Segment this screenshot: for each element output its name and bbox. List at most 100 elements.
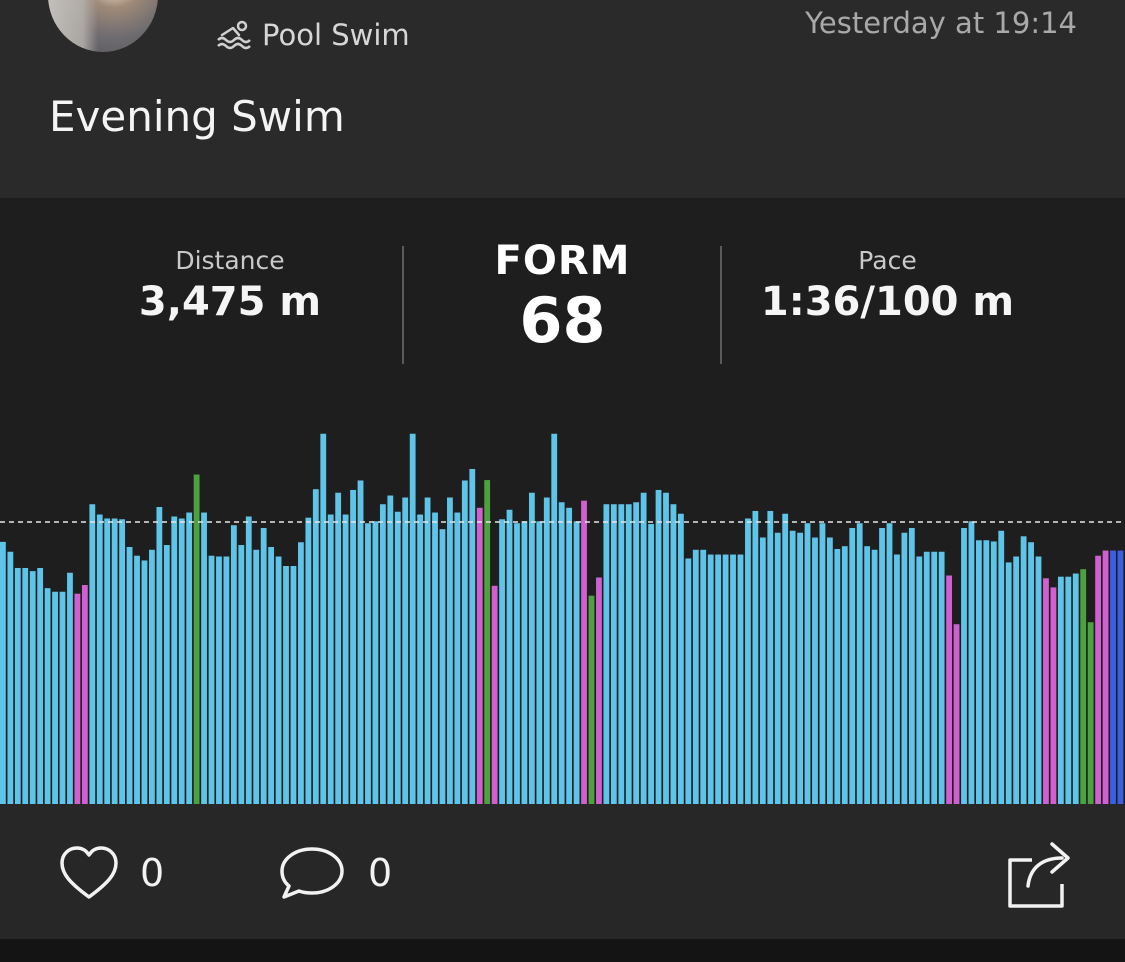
- like-button[interactable]: 0: [58, 844, 164, 902]
- chart-bar: [573, 521, 580, 804]
- chart-bar: [722, 554, 729, 804]
- chart-bar: [938, 551, 945, 804]
- chart-bar: [216, 556, 222, 804]
- activity-timestamp: Yesterday at 19:14: [805, 6, 1077, 40]
- activity-type: Pool Swim: [216, 14, 410, 56]
- chart-bar: [178, 518, 185, 804]
- chart-bar: [126, 547, 133, 804]
- chart-bar: [849, 527, 856, 804]
- chart-bar: [67, 572, 73, 804]
- distance-value: 3,475 m: [138, 279, 322, 325]
- distance-stat: Distance 3,475 m: [130, 246, 330, 325]
- stroke-chart[interactable]: [0, 388, 1125, 804]
- chart-bar: [283, 566, 289, 804]
- chart-bar: [923, 551, 930, 804]
- chart-bar: [812, 537, 818, 804]
- chart-bar: [1065, 576, 1072, 804]
- chart-bar: [588, 595, 595, 804]
- chart-bar: [596, 577, 602, 804]
- share-icon: [1008, 842, 1070, 908]
- chart-bar: [745, 518, 751, 804]
- chart-bar: [461, 480, 468, 804]
- chart-bar: [506, 509, 513, 804]
- chart-bar: [89, 504, 96, 804]
- chart-bar: [37, 567, 44, 804]
- stats-panel: Distance 3,475 m FORM 68 Pace 1:36/100 m: [0, 198, 1125, 388]
- comment-button[interactable]: 0: [276, 844, 392, 902]
- chart-bar: [1072, 573, 1079, 804]
- chart-bar: [804, 523, 811, 804]
- chart-bar: [730, 554, 736, 804]
- chart-bar: [163, 545, 170, 804]
- bottom-bar: [0, 939, 1125, 962]
- chart-bar: [439, 529, 446, 804]
- swimmer-icon: [217, 20, 251, 50]
- chart-bar: [528, 492, 535, 804]
- social-bar: 0 0: [0, 804, 1125, 939]
- chart-bar: [141, 560, 148, 804]
- chart-bar: [245, 516, 252, 804]
- chart-bar: [335, 492, 342, 804]
- chart-bar: [864, 546, 871, 804]
- chart-bar: [692, 549, 699, 804]
- share-button[interactable]: [1004, 836, 1074, 914]
- chart-bar: [1110, 550, 1116, 804]
- chart-bar: [372, 521, 379, 804]
- chart-bar: [1095, 555, 1102, 804]
- chart-bar: [305, 517, 312, 804]
- chart-bar: [379, 504, 386, 804]
- chart-bar: [298, 542, 304, 804]
- chart-bar: [961, 527, 967, 804]
- chart-bar: [1020, 536, 1027, 804]
- chart-bar: [789, 530, 796, 804]
- chart-bar: [566, 507, 573, 804]
- avatar[interactable]: [48, 0, 158, 52]
- chart-bar: [59, 591, 66, 804]
- chart-bar: [1087, 622, 1094, 804]
- chart-bar: [908, 527, 915, 804]
- stroke-chart-svg: [0, 433, 1125, 804]
- chart-bar: [81, 585, 88, 804]
- chart-bar: [7, 551, 14, 804]
- chart-bar: [841, 546, 848, 804]
- chart-bar: [342, 514, 349, 804]
- chart-bar: [104, 518, 111, 804]
- chart-bar: [640, 492, 647, 804]
- stat-divider: [720, 246, 722, 364]
- chart-bar: [603, 504, 610, 804]
- chart-bar: [469, 468, 476, 804]
- chart-bar: [946, 575, 952, 804]
- chart-bar: [149, 549, 155, 804]
- chart-bar: [499, 519, 505, 804]
- chart-bar: [618, 504, 625, 804]
- chart-bar: [14, 567, 21, 804]
- chart-bar: [186, 512, 193, 804]
- chart-bar: [1050, 587, 1057, 804]
- chart-bar: [916, 556, 923, 804]
- chart-bar: [894, 554, 900, 804]
- chart-bar: [752, 510, 759, 804]
- chart-bar: [871, 549, 878, 804]
- chart-bar: [715, 554, 722, 804]
- chart-bar: [625, 504, 632, 804]
- chart-bar: [610, 504, 617, 804]
- chart-bar: [536, 521, 543, 804]
- chart-bar: [648, 524, 654, 804]
- chart-bar: [357, 480, 364, 804]
- activity-title[interactable]: Evening Swim: [49, 92, 345, 141]
- chart-bar: [633, 502, 640, 804]
- chart-bar: [990, 541, 997, 804]
- chart-bar: [1005, 562, 1012, 804]
- chart-bar: [558, 502, 565, 804]
- chart-bar: [365, 523, 371, 804]
- chart-bar: [29, 571, 36, 804]
- chart-bar: [44, 588, 51, 804]
- chart-bar: [931, 551, 938, 804]
- chart-bar: [514, 523, 520, 804]
- distance-label: Distance: [175, 246, 285, 275]
- chart-bar: [260, 527, 267, 804]
- chart-bar: [975, 540, 982, 804]
- heart-icon: [60, 846, 118, 899]
- chart-bar: [856, 523, 863, 804]
- comment-icon: [280, 847, 344, 899]
